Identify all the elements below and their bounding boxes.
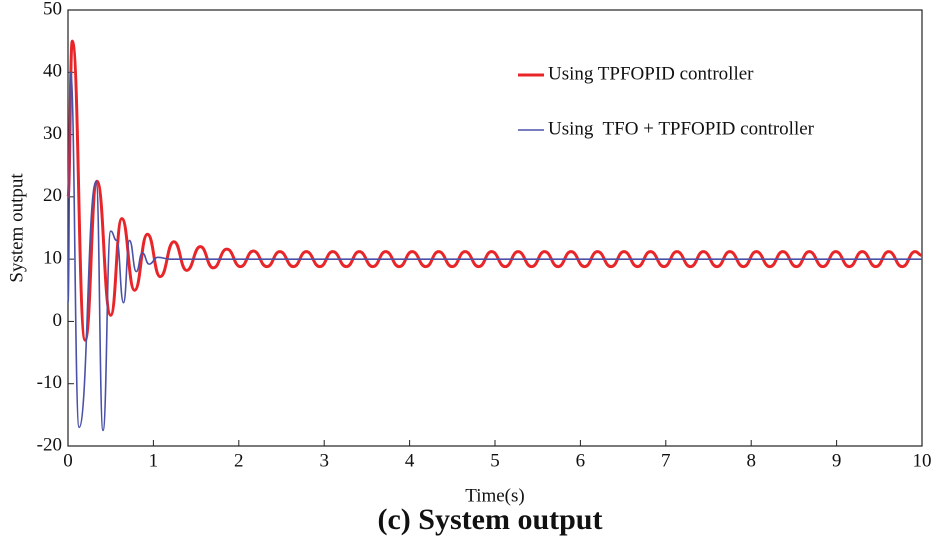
chart-title: (c) System output bbox=[378, 503, 603, 536]
x-tick-label: 5 bbox=[490, 450, 500, 471]
y-tick-label: 10 bbox=[43, 248, 62, 269]
x-tick-label: 8 bbox=[746, 450, 756, 471]
data-line bbox=[66, 39, 923, 342]
x-tick-label: 4 bbox=[405, 450, 415, 471]
y-tick-label: 0 bbox=[53, 310, 63, 331]
y-axis-label: System output bbox=[6, 173, 27, 283]
data-line bbox=[67, 71, 922, 432]
y-tick-label: -20 bbox=[37, 434, 62, 455]
y-tick-label: -10 bbox=[37, 372, 62, 393]
x-tick-label: 6 bbox=[576, 450, 586, 471]
x-tick-label: 7 bbox=[661, 450, 671, 471]
plot-frame bbox=[67, 9, 923, 447]
y-tick-label: 20 bbox=[43, 185, 62, 206]
legend-label: Using TFO + TPFOPID controller bbox=[548, 118, 815, 139]
x-tick-label: 9 bbox=[832, 450, 842, 471]
x-axis-label: Time(s) bbox=[465, 485, 524, 506]
y-tick-label: 50 bbox=[43, 0, 62, 19]
x-tick-label: 3 bbox=[319, 450, 329, 471]
y-tick-label: 40 bbox=[43, 61, 62, 82]
y-tick-label: 30 bbox=[43, 123, 62, 144]
x-tick-label: 2 bbox=[234, 450, 244, 471]
x-tick-label: 1 bbox=[149, 450, 159, 471]
legend-label: Using TPFOPID controller bbox=[548, 63, 754, 84]
x-tick-label: 10 bbox=[913, 450, 932, 471]
x-tick-label: 0 bbox=[63, 450, 73, 471]
